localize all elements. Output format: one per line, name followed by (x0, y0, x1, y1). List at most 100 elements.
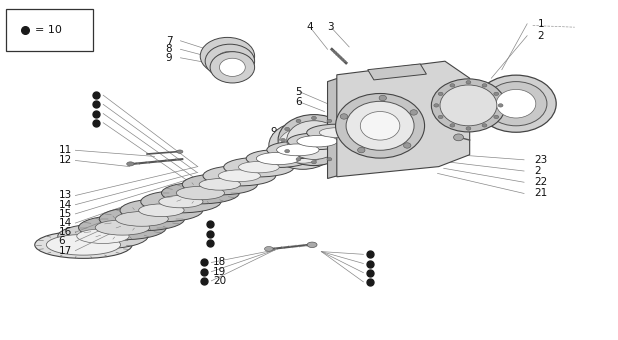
Ellipse shape (138, 204, 184, 217)
Ellipse shape (161, 182, 239, 204)
Ellipse shape (285, 128, 290, 131)
Ellipse shape (265, 246, 273, 251)
Ellipse shape (327, 157, 332, 161)
Ellipse shape (203, 166, 276, 186)
Ellipse shape (296, 119, 301, 123)
Ellipse shape (278, 115, 350, 166)
Ellipse shape (287, 133, 347, 150)
Ellipse shape (482, 124, 487, 127)
Ellipse shape (95, 220, 150, 235)
Ellipse shape (438, 92, 443, 96)
Ellipse shape (482, 84, 487, 87)
Polygon shape (368, 64, 426, 80)
Ellipse shape (476, 75, 556, 132)
Text: 17: 17 (59, 245, 72, 256)
Ellipse shape (498, 104, 503, 107)
Text: 11: 11 (59, 145, 72, 155)
Ellipse shape (127, 162, 134, 166)
Text: 6: 6 (59, 236, 66, 246)
Ellipse shape (434, 104, 439, 107)
Ellipse shape (358, 147, 365, 153)
Text: 8: 8 (166, 44, 172, 54)
Polygon shape (328, 75, 346, 178)
Ellipse shape (205, 44, 255, 78)
Ellipse shape (336, 94, 425, 158)
Text: 19: 19 (213, 267, 226, 277)
Text: 4: 4 (307, 22, 313, 32)
Ellipse shape (379, 95, 386, 101)
Ellipse shape (431, 79, 506, 132)
Ellipse shape (281, 138, 286, 142)
Polygon shape (337, 61, 470, 177)
Ellipse shape (77, 229, 129, 243)
Ellipse shape (224, 157, 294, 177)
Ellipse shape (256, 152, 300, 165)
Ellipse shape (297, 136, 337, 147)
Ellipse shape (342, 138, 347, 142)
Ellipse shape (466, 81, 471, 84)
Ellipse shape (219, 58, 245, 76)
Ellipse shape (78, 215, 166, 240)
Ellipse shape (116, 211, 168, 226)
Text: 9: 9 (166, 53, 172, 63)
Ellipse shape (454, 134, 464, 141)
Text: 16: 16 (59, 227, 72, 237)
Ellipse shape (216, 51, 244, 71)
Ellipse shape (35, 231, 132, 258)
Text: 24: 24 (518, 119, 531, 129)
Ellipse shape (296, 157, 301, 161)
Text: 7: 7 (166, 36, 172, 46)
Text: 2: 2 (538, 31, 544, 41)
Ellipse shape (496, 89, 536, 118)
Ellipse shape (269, 122, 337, 169)
Ellipse shape (320, 128, 354, 137)
Ellipse shape (177, 150, 183, 153)
Ellipse shape (466, 127, 471, 130)
Ellipse shape (485, 82, 547, 126)
Ellipse shape (494, 92, 499, 96)
Ellipse shape (307, 124, 367, 141)
Text: 3: 3 (328, 22, 334, 32)
Text: 14: 14 (59, 218, 72, 228)
Ellipse shape (338, 150, 343, 153)
Text: 1: 1 (538, 19, 544, 29)
Ellipse shape (440, 85, 497, 126)
Ellipse shape (404, 143, 411, 148)
Ellipse shape (311, 160, 316, 164)
Text: 14: 14 (59, 200, 72, 210)
Ellipse shape (410, 110, 417, 115)
Ellipse shape (438, 115, 443, 119)
Text: 15: 15 (59, 209, 72, 219)
Ellipse shape (176, 186, 224, 200)
FancyBboxPatch shape (6, 8, 93, 51)
Text: 5: 5 (295, 87, 302, 97)
Text: 9: 9 (271, 127, 277, 137)
Ellipse shape (141, 190, 221, 213)
Ellipse shape (341, 114, 348, 119)
Text: 2: 2 (535, 166, 541, 176)
Ellipse shape (450, 124, 455, 127)
Ellipse shape (159, 195, 203, 208)
Ellipse shape (285, 150, 290, 153)
Ellipse shape (327, 119, 332, 123)
Ellipse shape (311, 116, 316, 120)
Ellipse shape (346, 101, 414, 150)
Ellipse shape (246, 150, 310, 168)
Ellipse shape (287, 121, 341, 159)
Ellipse shape (46, 235, 121, 255)
Ellipse shape (182, 174, 258, 195)
Ellipse shape (450, 84, 455, 87)
Ellipse shape (58, 224, 148, 249)
Ellipse shape (210, 52, 255, 83)
Ellipse shape (360, 112, 400, 140)
Ellipse shape (218, 170, 260, 182)
Text: 21: 21 (535, 188, 548, 199)
Text: 13: 13 (59, 190, 72, 201)
Ellipse shape (239, 162, 279, 173)
Ellipse shape (338, 128, 343, 131)
Ellipse shape (307, 242, 317, 248)
Text: 12: 12 (59, 155, 72, 166)
Ellipse shape (211, 45, 243, 67)
Text: 23: 23 (535, 155, 548, 165)
Ellipse shape (200, 37, 255, 75)
